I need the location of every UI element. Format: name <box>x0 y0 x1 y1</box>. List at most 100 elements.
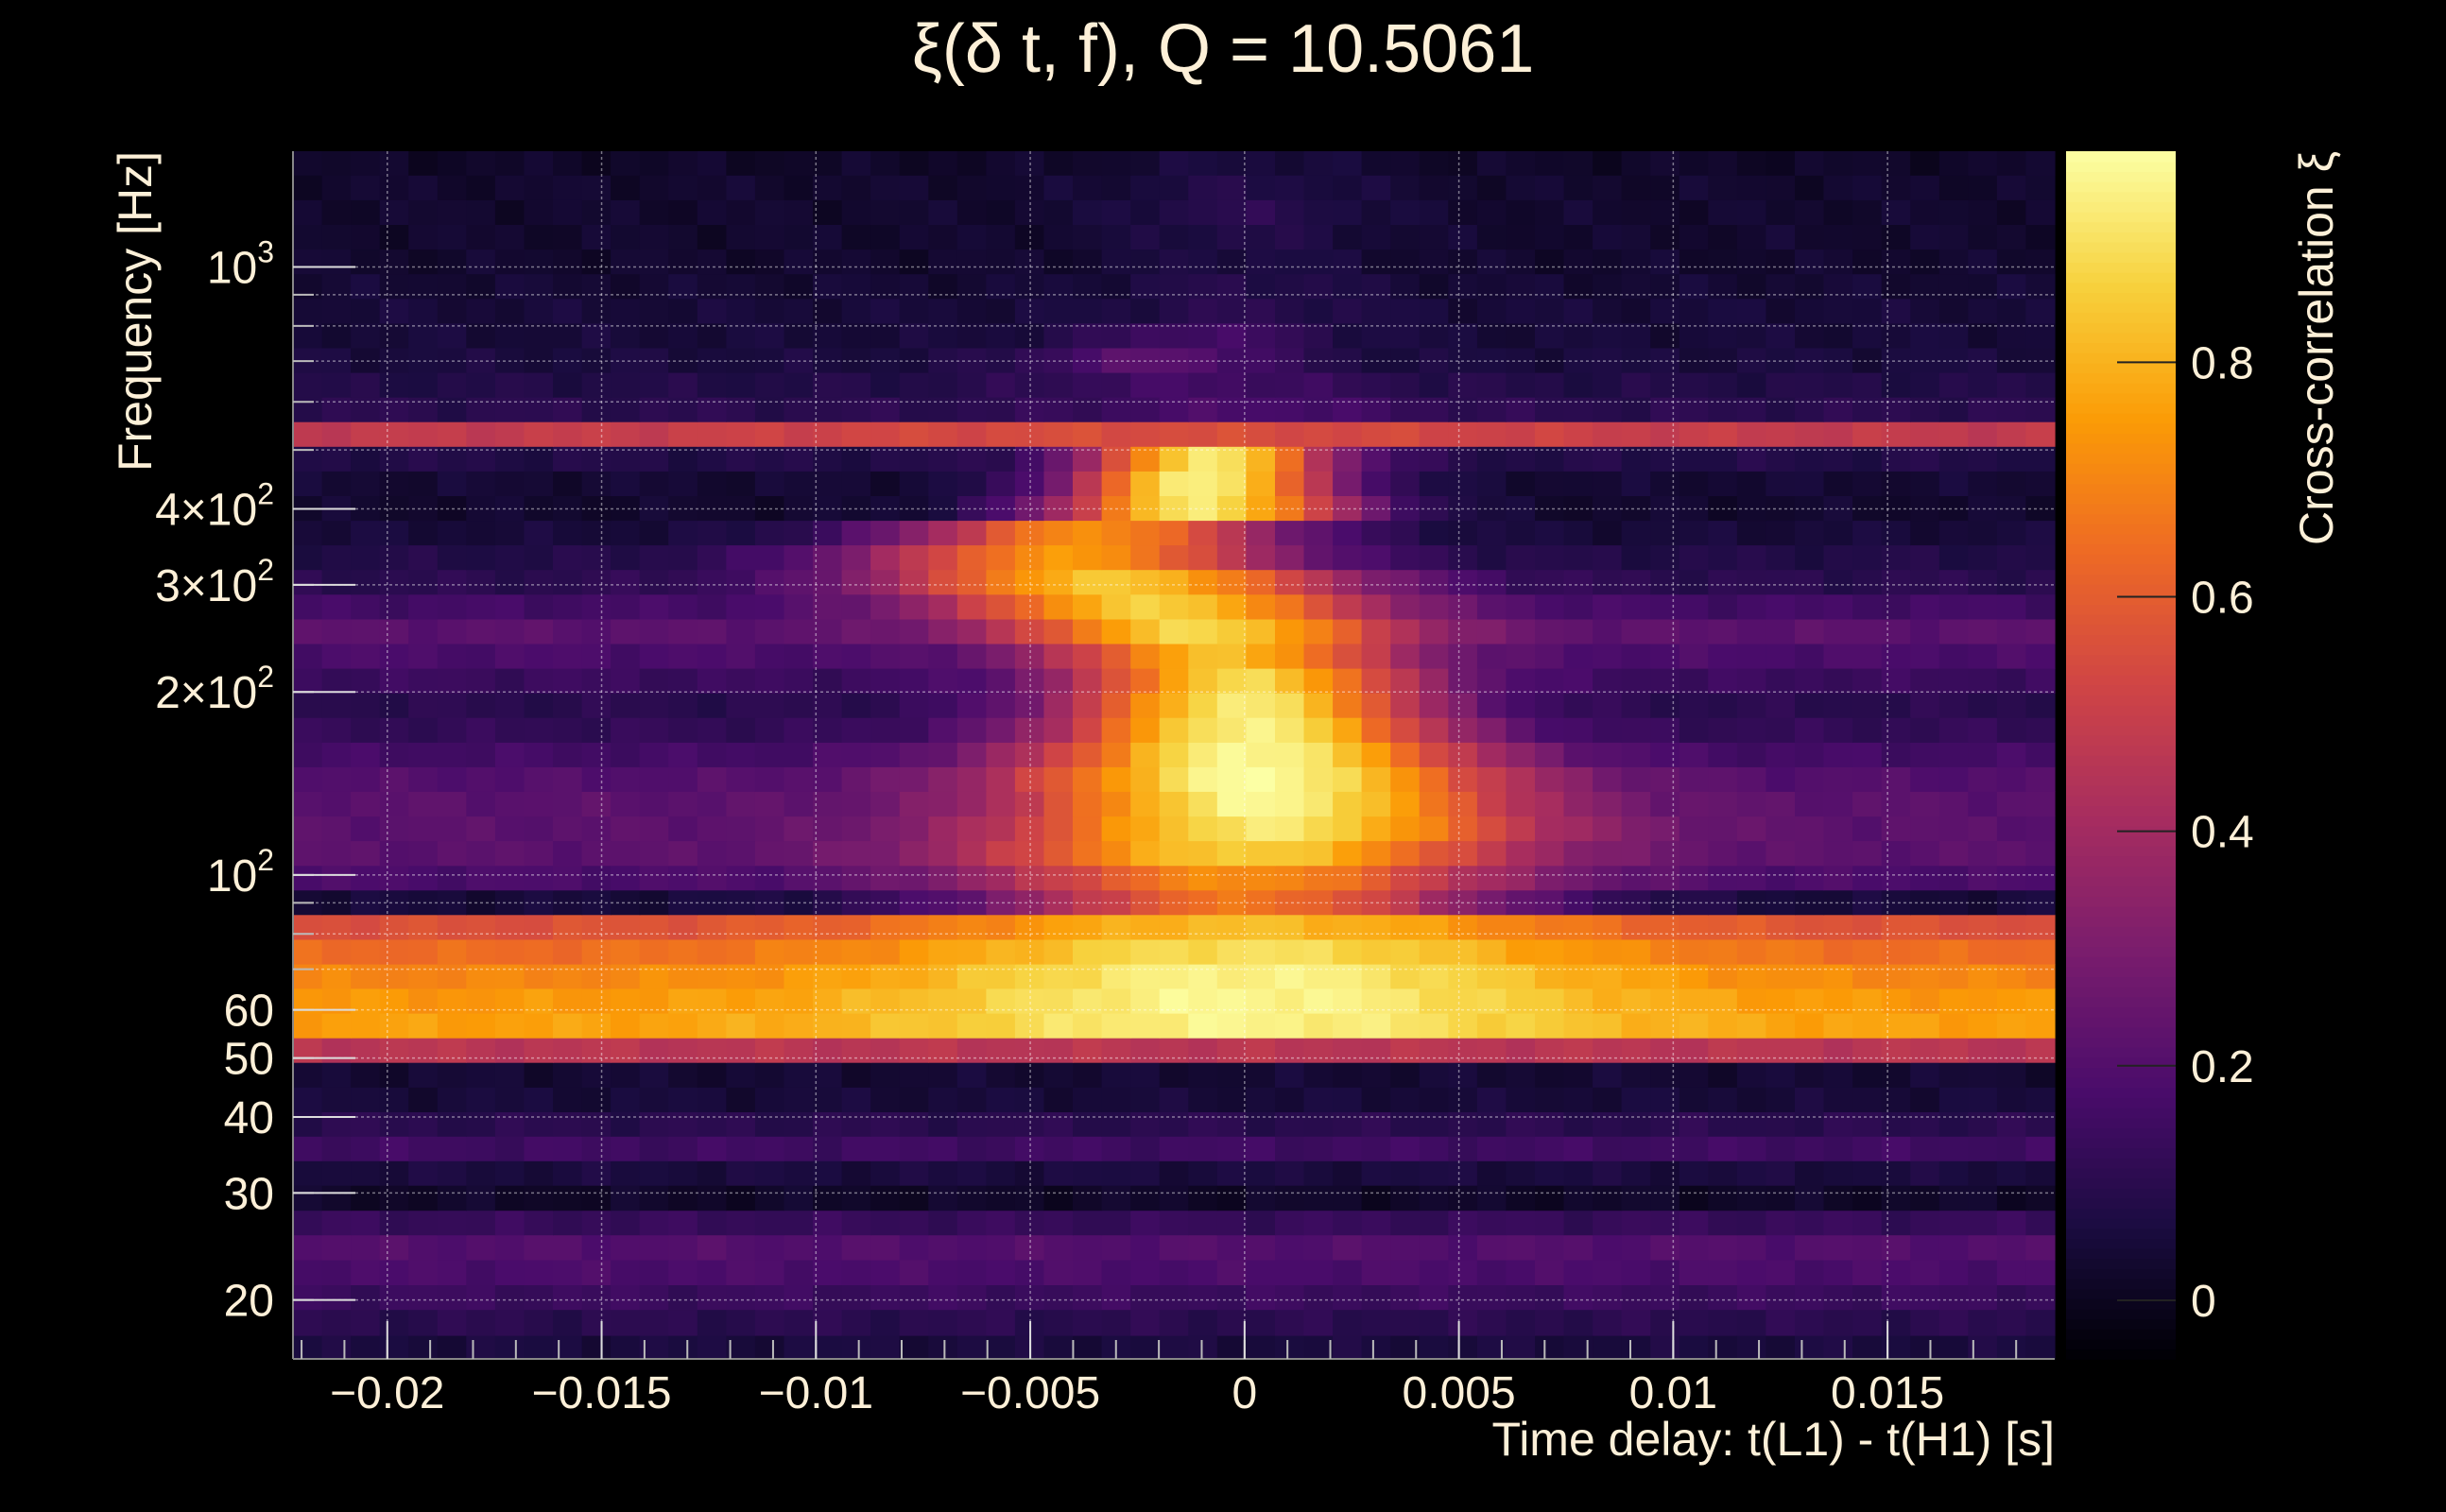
heatmap-cell <box>1216 175 1247 200</box>
heatmap-cell <box>697 495 727 522</box>
heatmap-cell <box>1476 347 1507 373</box>
heatmap-cell <box>1130 938 1161 965</box>
heatmap-cell <box>1159 1160 1189 1186</box>
heatmap-cell <box>466 593 496 620</box>
heatmap-cell <box>1361 1309 1391 1336</box>
heatmap-cell <box>1535 1335 1565 1360</box>
heatmap-cell <box>899 964 929 989</box>
heatmap-cell <box>524 1038 554 1063</box>
heatmap-cell <box>1303 693 1334 718</box>
heatmap-cell <box>754 151 785 176</box>
heatmap-cell <box>841 964 871 989</box>
colorbar-segment <box>2066 1117 2176 1128</box>
heatmap-cell <box>553 889 583 916</box>
heatmap-cell <box>293 421 323 447</box>
heatmap-cell <box>784 643 814 669</box>
heatmap-cell <box>1043 397 1074 422</box>
heatmap-cell <box>1535 1284 1565 1311</box>
heatmap-cell <box>1535 520 1565 546</box>
heatmap-cell <box>1303 643 1334 669</box>
heatmap-cell <box>1852 1136 1883 1161</box>
heatmap-cell <box>1996 643 2027 669</box>
heatmap-cell <box>813 249 843 275</box>
heatmap-cell <box>1246 1284 1276 1311</box>
heatmap-cell <box>1130 224 1161 250</box>
heatmap-cell <box>1996 668 2027 694</box>
heatmap-cell <box>1881 1234 1911 1261</box>
heatmap-cell <box>1448 1210 1478 1236</box>
heatmap-cell <box>1910 569 1940 595</box>
heatmap-cell <box>1621 717 1651 743</box>
heatmap-cell <box>2025 1111 2056 1137</box>
heatmap-cell <box>1361 175 1391 200</box>
heatmap-cell <box>1823 1012 1853 1039</box>
heatmap-cell <box>466 1160 496 1186</box>
heatmap-cell <box>611 964 641 989</box>
heatmap-cell <box>524 224 554 250</box>
heatmap-cell <box>813 1062 843 1088</box>
heatmap-cell <box>1621 1012 1651 1039</box>
heatmap-cell <box>956 717 987 743</box>
heatmap-cell <box>321 816 352 842</box>
heatmap-cell <box>1766 199 1796 225</box>
heatmap-cell <box>1275 791 1305 817</box>
heatmap-cell <box>1506 938 1536 965</box>
heatmap-cell <box>841 1260 871 1285</box>
heatmap-cell <box>841 151 871 176</box>
heatmap-cell <box>986 791 1016 817</box>
heatmap-cell <box>1650 1234 1680 1261</box>
heatmap-cell <box>1476 1185 1507 1211</box>
heatmap-cell <box>784 446 814 472</box>
heatmap-cell <box>1043 593 1074 620</box>
heatmap-cell <box>1275 495 1305 522</box>
heatmap-cell <box>1968 1260 1998 1285</box>
heatmap-cell <box>466 347 496 373</box>
heatmap-cell <box>524 199 554 225</box>
heatmap-cell <box>1159 643 1189 669</box>
heatmap-cell <box>1333 273 1363 300</box>
heatmap-cell <box>1101 717 1131 743</box>
heatmap-cell <box>1419 717 1449 743</box>
heatmap-cell <box>293 224 323 250</box>
heatmap-cell <box>1823 1111 1853 1137</box>
heatmap-cell <box>1795 1160 1825 1186</box>
heatmap-cell <box>1938 964 1969 989</box>
heatmap-cell <box>899 224 929 250</box>
heatmap-cell <box>1303 889 1334 916</box>
heatmap-cell <box>1795 347 1825 373</box>
heatmap-cell <box>784 988 814 1014</box>
heatmap-cell <box>1043 569 1074 595</box>
heatmap-cell <box>1014 471 1045 496</box>
heatmap-cell <box>986 1012 1016 1039</box>
heatmap-cell <box>1650 1087 1680 1112</box>
heatmap-cell <box>1275 199 1305 225</box>
heatmap-cell <box>1736 618 1767 644</box>
heatmap-cell <box>2025 544 2056 571</box>
heatmap-cell <box>1766 938 1796 965</box>
heatmap-cell <box>1736 1136 1767 1161</box>
heatmap-cell <box>1679 471 1709 496</box>
heatmap-cell <box>928 889 958 916</box>
heatmap-cell <box>1188 668 1218 694</box>
y-tick-label: 102 <box>207 843 274 902</box>
heatmap-cell <box>813 175 843 200</box>
heatmap-cell <box>293 544 323 571</box>
heatmap-cell <box>321 569 352 595</box>
heatmap-cell <box>1708 1284 1738 1311</box>
heatmap-cell <box>1476 1234 1507 1261</box>
heatmap-cell <box>1679 938 1709 965</box>
heatmap-cell <box>870 1136 901 1161</box>
heatmap-cell <box>1910 446 1940 472</box>
heatmap-cell <box>437 1160 467 1186</box>
heatmap-cell <box>754 397 785 422</box>
heatmap-cell <box>581 914 612 940</box>
heatmap-cell <box>1968 938 1998 965</box>
y-tick-label: 3×102 <box>155 553 274 611</box>
heatmap-cell <box>1361 322 1391 349</box>
heatmap-cell <box>1130 1136 1161 1161</box>
heatmap-cell <box>1448 865 1478 891</box>
heatmap-cell <box>1795 693 1825 718</box>
heatmap-cell <box>1708 766 1738 792</box>
heatmap-cell <box>1390 1335 1421 1360</box>
heatmap-cell <box>1419 938 1449 965</box>
